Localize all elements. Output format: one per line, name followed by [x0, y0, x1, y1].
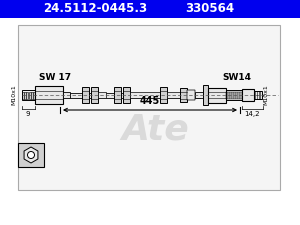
Text: 330564: 330564: [185, 2, 235, 16]
Bar: [238, 92, 239, 99]
Bar: [203, 85, 208, 105]
Bar: [22, 92, 24, 99]
Text: 14,2: 14,2: [244, 111, 260, 117]
Bar: [226, 90, 242, 100]
Bar: [228, 92, 230, 99]
FancyBboxPatch shape: [187, 90, 195, 100]
Bar: [180, 88, 187, 102]
Bar: [35, 86, 63, 104]
Bar: [240, 92, 242, 99]
Bar: [236, 92, 238, 99]
Text: 9: 9: [26, 111, 30, 117]
Bar: [98, 92, 106, 98]
Text: SW14: SW14: [223, 72, 251, 81]
Bar: [123, 87, 130, 103]
Bar: [242, 89, 254, 101]
Bar: [70, 92, 200, 97]
Bar: [63, 92, 70, 98]
Bar: [160, 87, 167, 103]
Text: M10x1: M10x1: [263, 85, 268, 105]
Bar: [254, 91, 262, 99]
Bar: [82, 87, 89, 103]
Bar: [226, 92, 227, 99]
Bar: [24, 92, 26, 99]
Bar: [195, 92, 203, 98]
Text: 445: 445: [140, 96, 160, 106]
Bar: [167, 92, 180, 98]
Bar: [130, 92, 160, 98]
Circle shape: [28, 151, 34, 158]
Bar: [91, 87, 98, 103]
Bar: [18, 25, 280, 190]
Bar: [234, 92, 236, 99]
Text: M10x1: M10x1: [11, 85, 16, 105]
Bar: [33, 92, 35, 99]
Text: SW 17: SW 17: [39, 72, 71, 81]
Bar: [232, 92, 233, 99]
Text: Ate: Ate: [121, 113, 189, 147]
Bar: [31, 92, 33, 99]
Text: 24.5112-0445.3: 24.5112-0445.3: [43, 2, 147, 16]
Bar: [26, 92, 28, 99]
Bar: [208, 88, 226, 103]
Bar: [22, 90, 35, 100]
Bar: [230, 92, 232, 99]
Bar: [18, 143, 44, 167]
Bar: [28, 92, 31, 99]
Bar: [114, 87, 121, 103]
Bar: [0, 0, 300, 18]
